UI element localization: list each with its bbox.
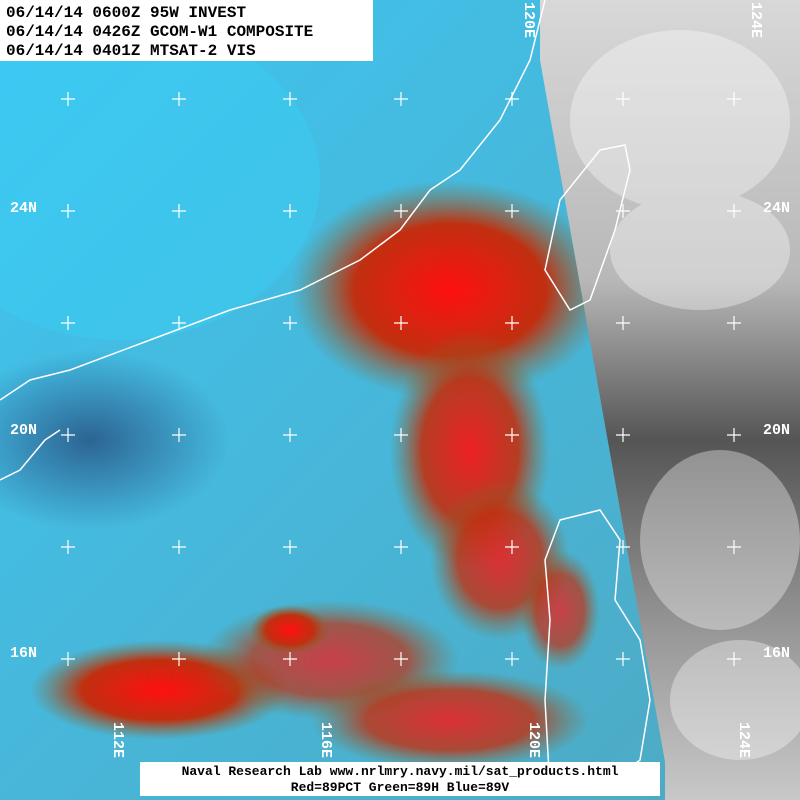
header-line: 06/14/14 0426Z GCOM-W1 COMPOSITE <box>6 23 313 41</box>
grid-cross <box>61 316 75 330</box>
grid-cross <box>394 652 408 666</box>
grid-cross <box>727 204 741 218</box>
grid-cross <box>61 428 75 442</box>
grid-cross <box>505 204 519 218</box>
grid-cross <box>616 540 630 554</box>
lon-label: 124E <box>747 2 764 38</box>
grid-cross <box>505 652 519 666</box>
dark-area <box>0 350 230 530</box>
grid-cross <box>172 540 186 554</box>
grid-cross <box>61 652 75 666</box>
land-tone <box>0 20 320 340</box>
grid-cross <box>505 316 519 330</box>
grid-cross <box>172 652 186 666</box>
cloud-area <box>540 0 800 800</box>
grid-cross <box>727 540 741 554</box>
grid-cross <box>394 540 408 554</box>
grid-cross <box>283 92 297 106</box>
grid-crosses <box>61 92 741 666</box>
grid-cross <box>61 540 75 554</box>
grid-cross <box>505 428 519 442</box>
grid-cross <box>61 204 75 218</box>
header-line: 06/14/14 0600Z 95W INVEST <box>6 4 246 22</box>
footer-line: Naval Research Lab www.nrlmry.navy.mil/s… <box>182 764 619 779</box>
coastline <box>0 0 651 791</box>
grid-cross <box>283 540 297 554</box>
lon-label: 120E <box>520 2 537 38</box>
grid-cross <box>283 316 297 330</box>
grid-cross <box>394 428 408 442</box>
grid-cross <box>727 316 741 330</box>
grid-cross <box>505 540 519 554</box>
header-box <box>0 0 373 61</box>
grid-cross <box>394 316 408 330</box>
header-line: 06/14/14 0401Z MTSAT-2 VIS <box>6 42 256 60</box>
grid-cross <box>283 428 297 442</box>
lat-label: 24N <box>10 200 37 217</box>
lon-label: 112E <box>109 722 126 758</box>
grid-cross <box>172 316 186 330</box>
grid-cross <box>283 204 297 218</box>
lat-label: 24N <box>763 200 790 217</box>
grid-cross <box>727 428 741 442</box>
grid-cross <box>172 428 186 442</box>
lat-label: 20N <box>763 422 790 439</box>
grid-cross <box>727 652 741 666</box>
grid-cross <box>394 204 408 218</box>
grid-cross <box>394 92 408 106</box>
lon-label: 120E <box>525 722 542 758</box>
lon-label: 116E <box>317 722 334 758</box>
lat-label: 16N <box>763 645 790 662</box>
grid-cross <box>616 652 630 666</box>
cloud-texture <box>570 30 800 760</box>
footer-line: Red=89PCT Green=89H Blue=89V <box>291 780 510 795</box>
footer-box <box>140 762 660 796</box>
lat-label: 20N <box>10 422 37 439</box>
grid-cross <box>505 92 519 106</box>
grid-cross <box>616 316 630 330</box>
lat-label: 16N <box>10 645 37 662</box>
grid-cross <box>61 92 75 106</box>
grid-cross <box>616 92 630 106</box>
grid-cross <box>172 92 186 106</box>
grid-cross <box>616 204 630 218</box>
grid-cross <box>172 204 186 218</box>
grid-cross <box>616 428 630 442</box>
precipitation <box>30 180 610 770</box>
grid-cross <box>283 652 297 666</box>
lon-label: 124E <box>735 722 752 758</box>
grid-cross <box>727 92 741 106</box>
